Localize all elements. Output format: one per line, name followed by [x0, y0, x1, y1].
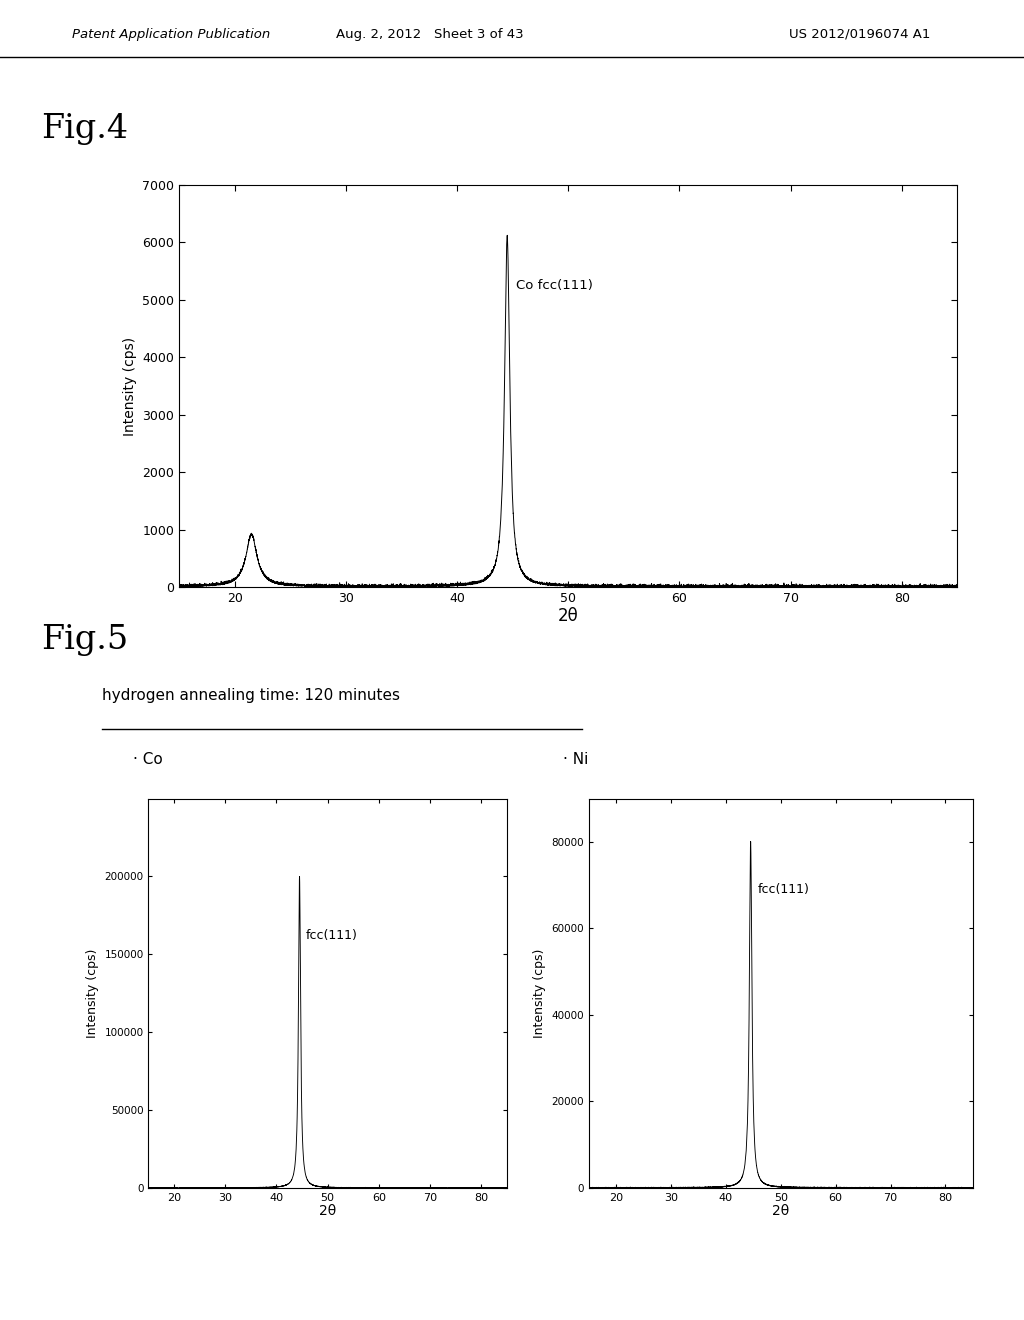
X-axis label: 2θ: 2θ [319, 1204, 336, 1218]
Text: hydrogen annealing time: 120 minutes: hydrogen annealing time: 120 minutes [102, 688, 400, 702]
Text: Co fcc(111): Co fcc(111) [516, 279, 593, 292]
Y-axis label: Intensity (cps): Intensity (cps) [532, 949, 546, 1038]
Text: Patent Application Publication: Patent Application Publication [72, 28, 270, 41]
Text: Fig.4: Fig.4 [41, 112, 128, 145]
Y-axis label: Intensity (cps): Intensity (cps) [86, 949, 98, 1038]
Text: Aug. 2, 2012   Sheet 3 of 43: Aug. 2, 2012 Sheet 3 of 43 [336, 28, 524, 41]
Y-axis label: Intensity (cps): Intensity (cps) [123, 337, 137, 436]
Text: · Co: · Co [133, 751, 163, 767]
Text: fcc(111): fcc(111) [305, 929, 357, 942]
X-axis label: 2θ: 2θ [558, 607, 579, 624]
Text: fcc(111): fcc(111) [757, 883, 809, 896]
Text: · Ni: · Ni [563, 751, 589, 767]
Text: Fig.5: Fig.5 [41, 624, 128, 656]
Text: US 2012/0196074 A1: US 2012/0196074 A1 [790, 28, 931, 41]
X-axis label: 2θ: 2θ [772, 1204, 790, 1218]
